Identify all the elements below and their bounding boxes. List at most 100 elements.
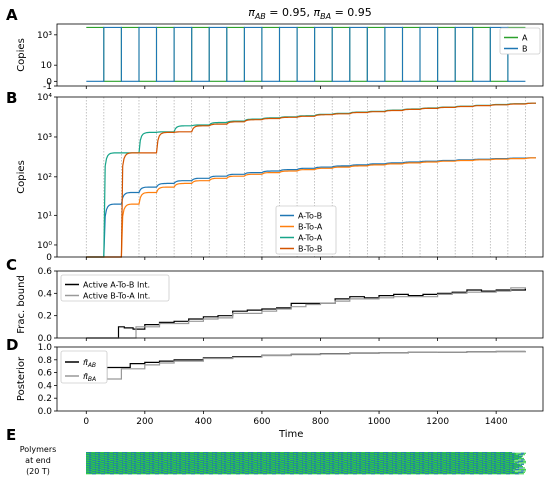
heatmap-cell: [473, 458, 478, 460]
heatmap-cell: [236, 464, 240, 466]
heatmap-cell: [98, 452, 101, 454]
heatmap-cell: [509, 454, 514, 456]
heatmap-cell: [455, 452, 460, 454]
heatmap-cell: [302, 465, 307, 467]
heatmap-cell: [287, 465, 290, 467]
heatmap-cell: [185, 460, 190, 462]
heatmap-cell: [428, 471, 433, 473]
heatmap-cell: [347, 458, 352, 460]
heatmap-cell: [233, 470, 236, 472]
heatmap-cell: [311, 454, 316, 456]
heatmap-cell: [389, 455, 393, 457]
heatmap-cell: [461, 468, 465, 470]
heatmap-cell: [365, 469, 370, 471]
heatmap-cell: [359, 465, 362, 467]
heatmap-cell: [470, 473, 474, 475]
heatmap-cell: [251, 454, 254, 456]
heatmap-cell: [98, 465, 101, 467]
heatmap-cell: [353, 455, 357, 457]
y-axis-label: Frac. bound: [16, 275, 27, 334]
heatmap-cell: [296, 472, 299, 474]
heatmap-cell: [425, 455, 429, 457]
heatmap-cell: [293, 465, 298, 467]
heatmap-cell: [338, 463, 343, 465]
heatmap-cell: [188, 470, 191, 472]
heatmap-cell: [284, 456, 289, 458]
heatmap-cell: [140, 454, 145, 456]
heatmap-cell: [497, 457, 501, 459]
heatmap-cell: [92, 453, 96, 455]
heatmap-cell: [215, 457, 218, 459]
heatmap-cell: [317, 468, 321, 470]
heatmap-cell: [158, 467, 163, 469]
heatmap-cell: [248, 454, 253, 456]
heatmap-cell: [104, 456, 109, 458]
heatmap-cell: [269, 465, 272, 467]
heatmap-row: [86, 473, 524, 475]
heatmap-cell: [230, 458, 235, 460]
heatmap-cell: [302, 469, 307, 471]
heatmap-cell: [404, 452, 407, 454]
heatmap-cell: [227, 473, 231, 475]
heatmap-cell: [455, 469, 460, 471]
heatmap-cell: [512, 463, 515, 465]
heatmap-cell: [317, 453, 321, 455]
heatmap-cell: [359, 457, 362, 459]
y-tick-label: 10¹: [37, 211, 52, 221]
heatmap-cell: [323, 454, 326, 456]
heatmap-cell: [359, 454, 362, 456]
heatmap-cell: [338, 460, 343, 462]
heatmap-cell: [227, 464, 231, 466]
heatmap-cell: [422, 452, 425, 454]
heatmap-cell: [185, 467, 190, 469]
heatmap-cell: [290, 464, 294, 466]
heatmap-cell: [518, 471, 523, 473]
heatmap-cell: [119, 460, 123, 462]
heatmap-cell: [218, 471, 222, 473]
heatmap-cell: [320, 463, 325, 465]
heatmap-cell: [392, 467, 397, 469]
heatmap-cell: [239, 456, 244, 458]
heatmap-cell: [140, 471, 145, 473]
heatmap-cell: [110, 457, 114, 459]
heatmap-cell: [95, 463, 100, 465]
heatmap-cell: [269, 470, 272, 472]
legend-entry: A: [522, 34, 528, 43]
y-tick-label: 0.2: [38, 394, 52, 404]
heatmap-cell: [257, 458, 262, 460]
heatmap-cell: [335, 462, 339, 464]
heatmap-cell: [203, 458, 208, 460]
heatmap-cell: [260, 470, 263, 472]
heatmap-cell: [296, 457, 299, 459]
heatmap-cell: [299, 471, 303, 473]
heatmap-cell: [335, 464, 339, 466]
heatmap-cell: [149, 463, 154, 465]
heatmap-cell: [416, 453, 420, 455]
heatmap-cell: [101, 471, 105, 473]
heatmap-cell: [494, 465, 497, 467]
heatmap-cell: [167, 452, 172, 454]
y-tick-label: -1: [43, 82, 52, 92]
heatmap-cell: [233, 465, 236, 467]
legend-box: [499, 27, 541, 55]
heatmap-cell: [332, 459, 335, 461]
heatmap-cell: [401, 463, 406, 465]
heatmap-cell: [158, 469, 163, 471]
heatmap-cell: [506, 466, 510, 468]
heatmap-cell: [473, 452, 478, 454]
heatmap-cell: [284, 454, 289, 456]
heatmap-cell: [206, 461, 209, 463]
heatmap-cell: [356, 458, 361, 460]
heatmap-cell: [389, 453, 393, 455]
heatmap-cell: [317, 471, 321, 473]
heatmap-cell: [377, 468, 380, 470]
heatmap-cell: [86, 467, 91, 469]
heatmap-cell: [188, 459, 191, 461]
heatmap-cell: [278, 468, 281, 470]
heatmap-cell: [491, 456, 496, 458]
heatmap-cell: [275, 456, 280, 458]
heatmap-cell: [170, 452, 173, 454]
heatmap-cell: [500, 458, 505, 460]
heatmap-cell: [122, 452, 127, 454]
heatmap-cell: [458, 459, 461, 461]
